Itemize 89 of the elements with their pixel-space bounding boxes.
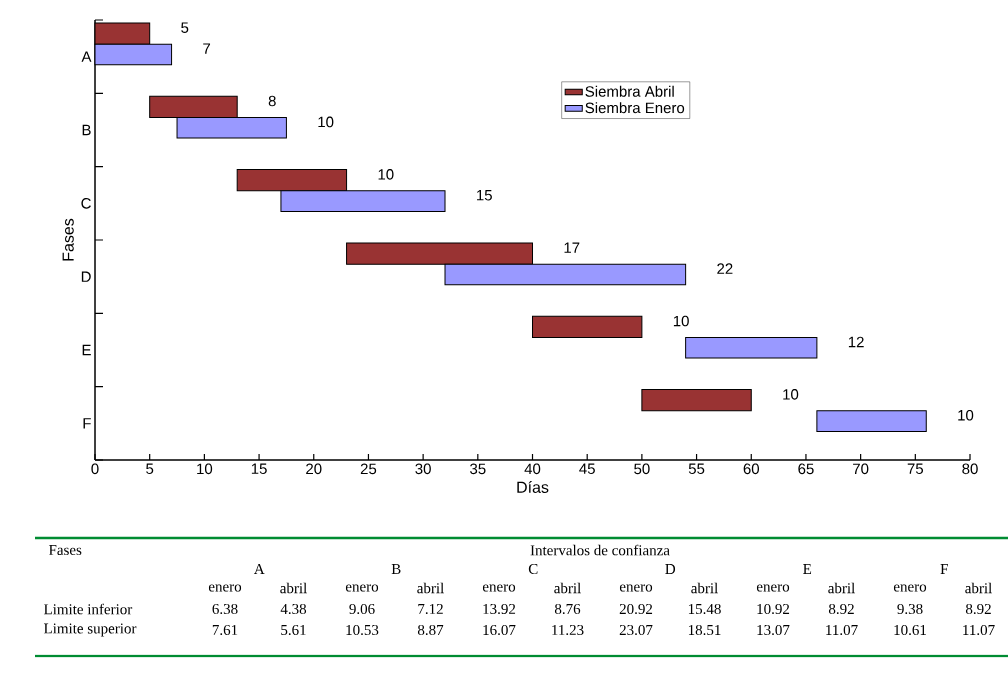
text: F <box>940 564 948 574</box>
data-label: 17 <box>564 242 580 253</box>
x-tick-label: 30 <box>415 463 431 475</box>
data-label: 23.07 <box>619 624 653 636</box>
data-label: 8.92 <box>965 603 991 615</box>
x-tick-label: enero <box>756 584 790 592</box>
data-label: 11.23 <box>552 624 584 636</box>
x-tick-label: 20 <box>306 463 322 475</box>
x-tick-label: 10 <box>197 463 213 475</box>
x-tick-label: enero <box>893 584 927 592</box>
x-tick-label: abril <box>691 582 718 594</box>
data-label: 11.07 <box>826 624 858 636</box>
x-tick-label: 35 <box>470 463 486 475</box>
x-tick-label: abril <box>965 582 992 594</box>
x-tick-label: enero <box>619 584 653 592</box>
data-label: 15 <box>477 190 492 201</box>
x-tick-label: 0 <box>91 463 99 475</box>
data-label: 7.61 <box>212 624 238 636</box>
text: E <box>803 564 812 574</box>
data-label: 13.92 <box>483 603 516 615</box>
text: Fases <box>48 545 82 555</box>
data-label: 10.92 <box>757 603 790 615</box>
legend-label: Siembra Enero <box>585 102 685 114</box>
data-label: 9.06 <box>349 603 375 615</box>
x-tick-label: 25 <box>360 463 377 475</box>
y-tick-label: Limite superior <box>43 623 137 637</box>
x-tick-label: 15 <box>251 463 267 474</box>
x-tick-label: 70 <box>853 463 869 475</box>
x-tick-label: abril <box>554 582 581 594</box>
data-label: 10 <box>378 169 394 180</box>
y-tick-label: Limite inferior <box>43 603 133 615</box>
y-axis-title: Fases <box>62 218 74 261</box>
x-tick-label: 60 <box>743 463 759 475</box>
x-tick-label: 75 <box>907 463 924 474</box>
data-label: 8 <box>268 95 276 107</box>
text: B <box>391 564 401 574</box>
y-tick-label: B <box>82 124 91 136</box>
data-label: 8.92 <box>828 603 854 615</box>
x-tick-label: 50 <box>634 463 650 475</box>
text: A <box>253 564 265 574</box>
data-label: 10.61 <box>894 624 926 636</box>
data-label: 9.38 <box>897 603 923 615</box>
data-label: 20.92 <box>619 603 653 615</box>
data-label: 8.87 <box>417 624 444 636</box>
data-label: 5.61 <box>281 624 306 636</box>
x-tick-label: 55 <box>688 463 705 474</box>
x-tick-label: enero <box>482 584 516 592</box>
bar <box>641 389 752 412</box>
data-label: 22 <box>717 263 733 274</box>
x-tick-label: 5 <box>146 463 154 474</box>
data-label: 7 <box>203 43 211 54</box>
y-tick-label: A <box>81 51 92 62</box>
data-label: 11.07 <box>963 624 995 636</box>
data-label: 10 <box>958 409 974 421</box>
bar <box>532 315 643 339</box>
y-tick-label: E <box>82 344 91 356</box>
data-label: 8.76 <box>554 603 581 615</box>
data-label: 15.48 <box>688 603 721 615</box>
chart-title: Intervalos de confianza <box>530 544 670 556</box>
data-label: 5 <box>181 22 189 33</box>
data-label: 18.51 <box>688 624 721 636</box>
y-tick-label: D <box>81 271 91 282</box>
x-axis-title: Días <box>517 481 549 493</box>
data-label: 10 <box>318 116 334 128</box>
text: D <box>665 564 676 574</box>
x-tick-label: enero <box>208 584 242 592</box>
data-label: 10 <box>783 389 799 400</box>
data-label: 6.38 <box>212 603 238 615</box>
x-tick-label: 65 <box>798 463 814 475</box>
text: C <box>528 563 538 575</box>
x-tick-label: 80 <box>962 463 978 475</box>
x-tick-label: abril <box>417 582 444 594</box>
x-tick-label: abril <box>280 582 307 594</box>
data-label: 10.53 <box>346 624 379 636</box>
data-label: 12 <box>848 336 864 348</box>
x-tick-label: 45 <box>579 463 595 474</box>
x-tick-label: enero <box>345 584 379 592</box>
y-tick-label: F <box>83 418 91 429</box>
bar <box>816 410 927 432</box>
x-tick-label: 40 <box>524 463 541 475</box>
y-tick-label: C <box>81 198 91 209</box>
legend-label: Siembra Abril <box>585 85 674 97</box>
data-label: 4.38 <box>280 603 307 615</box>
bar <box>685 337 818 359</box>
data-label: 13.07 <box>757 624 790 636</box>
x-tick-label: abril <box>828 582 855 594</box>
data-label: 7.12 <box>418 603 443 615</box>
data-label: 16.07 <box>483 624 516 636</box>
data-label: 10 <box>673 315 689 327</box>
